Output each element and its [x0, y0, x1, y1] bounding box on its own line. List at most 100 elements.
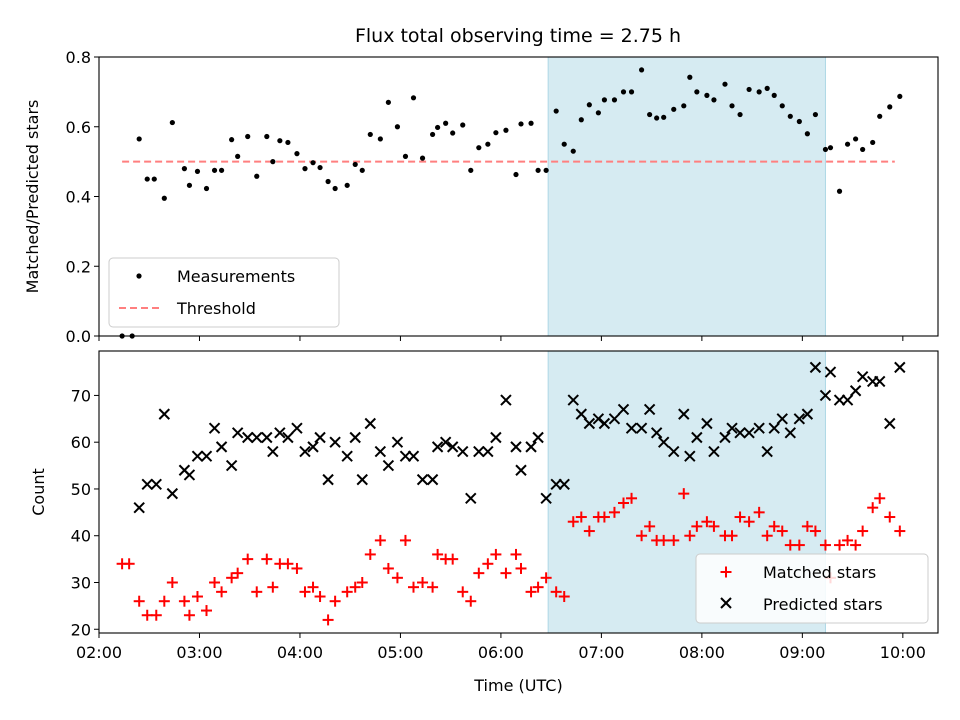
measurement-point	[796, 118, 802, 125]
predicted-star-point-b	[668, 445, 680, 458]
measurement-point	[737, 111, 743, 118]
top-y-tick-label: 0.2	[66, 257, 91, 276]
measurement-point	[310, 160, 316, 166]
predicted-star-point-b	[446, 441, 459, 453]
predicted-star-point	[141, 478, 153, 490]
predicted-star-point-b	[267, 445, 279, 458]
measurement-point	[870, 139, 876, 146]
measurement-point	[169, 119, 175, 126]
predicted-star-point	[282, 431, 294, 444]
matched-star-point	[183, 609, 195, 621]
predicted-star-point	[314, 431, 326, 444]
measurement-point	[485, 141, 491, 147]
measurement-point	[203, 185, 210, 192]
measurement-point	[860, 146, 866, 153]
matched-star-point	[209, 576, 221, 588]
bottom-legend-box	[695, 553, 929, 624]
predicted-star-point	[426, 473, 439, 486]
predicted-star-point-b	[849, 385, 862, 397]
matched-stars-legend-glyph	[720, 566, 732, 578]
figure-title: Flux total observing time = 2.75 h	[355, 25, 681, 47]
predicted-star-point	[215, 441, 228, 453]
matched-star-point	[299, 586, 311, 598]
predicted-star-point-b	[356, 473, 368, 486]
predicted-star-point-b	[643, 403, 656, 416]
measurement-point	[136, 136, 142, 142]
predicted-star-point-b	[261, 431, 273, 444]
predicted-star-point-b	[231, 427, 244, 439]
predicted-star-point	[668, 445, 680, 458]
predicted-star-point-b	[191, 450, 204, 462]
measurement-point	[229, 137, 235, 143]
measurement-point	[804, 131, 810, 137]
measurements-legend-label: Measurements	[177, 267, 295, 286]
predicted-stars-points	[133, 361, 906, 514]
predicted-star-point-b	[500, 394, 512, 406]
predicted-star-point	[801, 408, 814, 420]
predicted-star-point-b	[307, 441, 319, 453]
predicted-star-point-b	[208, 422, 221, 434]
measurement-point	[344, 182, 350, 188]
measurement-point	[235, 153, 241, 159]
matched-star-point	[575, 511, 587, 523]
matched-star-point	[500, 567, 512, 579]
measurement-point	[394, 124, 401, 130]
bottom-x-tick-label: 02:00	[76, 643, 122, 662]
predicted-star-point	[510, 441, 522, 453]
bottom-x-tick-label: 09:00	[779, 643, 825, 662]
measurement-point	[704, 92, 710, 98]
measurement-point	[367, 131, 373, 138]
predicted-star-point	[364, 417, 377, 430]
predicted-stars-legend-label: Predicted stars	[763, 595, 883, 614]
predicted-star-point	[251, 431, 263, 444]
measurement-point	[570, 148, 576, 154]
measurement-point	[503, 127, 509, 133]
measurement-point	[787, 113, 793, 119]
measurement-point	[450, 130, 456, 136]
matched-star-point	[626, 492, 638, 504]
predicted-star-point	[515, 464, 527, 476]
predicted-star-point-b	[776, 413, 788, 425]
measurement-point	[822, 146, 829, 153]
matched-star-point	[166, 576, 178, 588]
measurement-point	[151, 176, 157, 182]
predicted-star-point	[356, 473, 368, 486]
predicted-star-point	[824, 366, 837, 378]
predicted-star-point	[819, 389, 832, 402]
measurement-point	[620, 89, 627, 95]
measurement-point	[443, 120, 449, 126]
measurement-point	[711, 97, 717, 103]
measurement-point	[270, 159, 276, 165]
predicted-star-point	[776, 413, 788, 425]
measurement-point	[553, 108, 559, 114]
measurement-point	[681, 103, 687, 109]
predicted-star-point-b	[510, 441, 522, 453]
matched-star-point	[532, 581, 544, 593]
predicted-star-point-b	[490, 431, 502, 444]
measurement-point	[302, 166, 308, 172]
measurement-point	[181, 166, 188, 172]
matched-star-point	[133, 595, 145, 607]
predicted-star-point	[225, 459, 238, 472]
predicted-star-point-b	[349, 431, 361, 444]
predicted-star-point	[307, 441, 319, 453]
measurement-point	[844, 141, 851, 147]
bottom-y-tick-label: 60	[71, 433, 91, 452]
matched-star-point	[636, 530, 648, 542]
predicted-star-point	[678, 408, 690, 420]
predicted-star-point	[150, 478, 162, 490]
matched-star-point	[583, 525, 595, 537]
predicted-star-point-b	[322, 473, 334, 486]
predicted-star-point-b	[657, 436, 670, 448]
measurement-point	[694, 89, 700, 95]
matched-star-point	[427, 581, 439, 593]
measurement-point	[595, 110, 601, 116]
top-y-axis-label: Matched/Predicted stars	[23, 100, 42, 294]
predicted-star-point	[341, 450, 353, 462]
predicted-star-point-b	[701, 417, 713, 430]
matched-stars-legend-marker	[720, 566, 732, 578]
predicted-star-point-b	[784, 427, 797, 439]
predicted-star-point-b	[225, 459, 238, 472]
predicted-star-point	[540, 492, 552, 505]
matched-star-point	[684, 530, 696, 542]
